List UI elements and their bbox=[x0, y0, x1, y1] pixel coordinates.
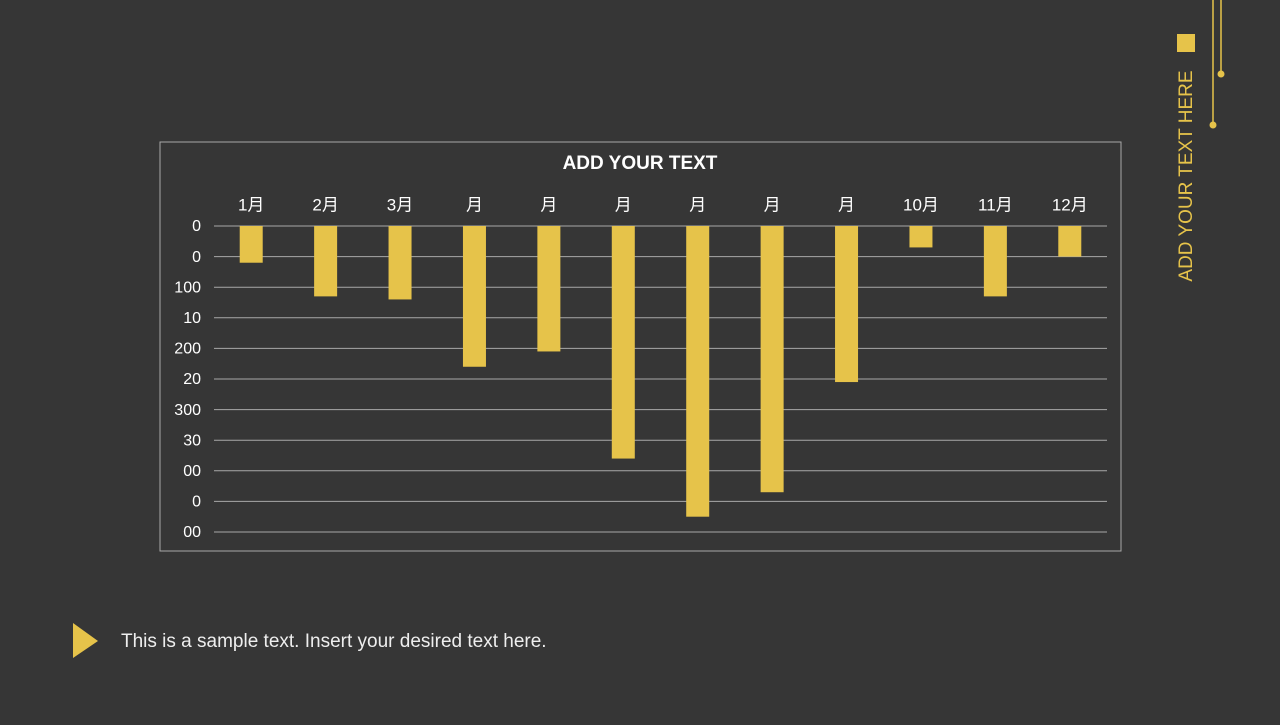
y-tick-label: 00 bbox=[183, 463, 201, 480]
y-tick-label: 10 bbox=[183, 310, 201, 327]
y-tick-label: 20 bbox=[183, 371, 201, 388]
deco-square bbox=[1177, 34, 1195, 52]
y-tick-label: 300 bbox=[174, 402, 201, 419]
x-tick-label: 10月 bbox=[903, 195, 939, 214]
caption: This is a sample text. Insert your desir… bbox=[121, 631, 547, 652]
x-tick-label: 3月 bbox=[387, 195, 413, 214]
x-tick-label: 月 bbox=[689, 195, 706, 214]
x-tick-label: 2月 bbox=[312, 195, 338, 214]
x-tick-label: 月 bbox=[838, 195, 855, 214]
y-tick-label: 100 bbox=[174, 279, 201, 296]
y-tick-label: 200 bbox=[174, 341, 201, 358]
bar bbox=[462, 226, 486, 367]
bar bbox=[835, 226, 859, 383]
chart-frame bbox=[159, 141, 1122, 552]
chart-title: ADD YOUR TEXT bbox=[563, 153, 718, 174]
bar bbox=[983, 226, 1007, 297]
bar bbox=[760, 226, 784, 493]
x-tick-label: 月 bbox=[615, 195, 632, 214]
y-tick-label: 00 bbox=[183, 524, 201, 541]
y-tick-label: 0 bbox=[192, 218, 201, 235]
deco-dot bbox=[1209, 121, 1217, 129]
x-tick-label: 月 bbox=[540, 195, 557, 214]
bar bbox=[909, 226, 933, 248]
deco-dot bbox=[1217, 70, 1225, 78]
y-tick-label: 30 bbox=[183, 432, 201, 449]
x-tick-label: 月 bbox=[466, 195, 483, 214]
x-tick-label: 12月 bbox=[1052, 195, 1088, 214]
bar bbox=[1058, 226, 1082, 257]
bar bbox=[537, 226, 561, 352]
y-tick-label: 0 bbox=[192, 249, 201, 266]
y-tick-label: 0 bbox=[192, 494, 201, 511]
x-tick-label: 月 bbox=[764, 195, 781, 214]
bar bbox=[611, 226, 635, 459]
side-text: ADD YOUR TEXT HERE bbox=[1176, 70, 1197, 281]
x-tick-label: 11月 bbox=[978, 195, 1013, 214]
bar bbox=[388, 226, 412, 300]
bar bbox=[239, 226, 263, 263]
bar bbox=[314, 226, 338, 297]
bullet-triangle bbox=[73, 623, 98, 658]
bar bbox=[686, 226, 710, 517]
x-tick-label: 1月 bbox=[238, 195, 264, 214]
